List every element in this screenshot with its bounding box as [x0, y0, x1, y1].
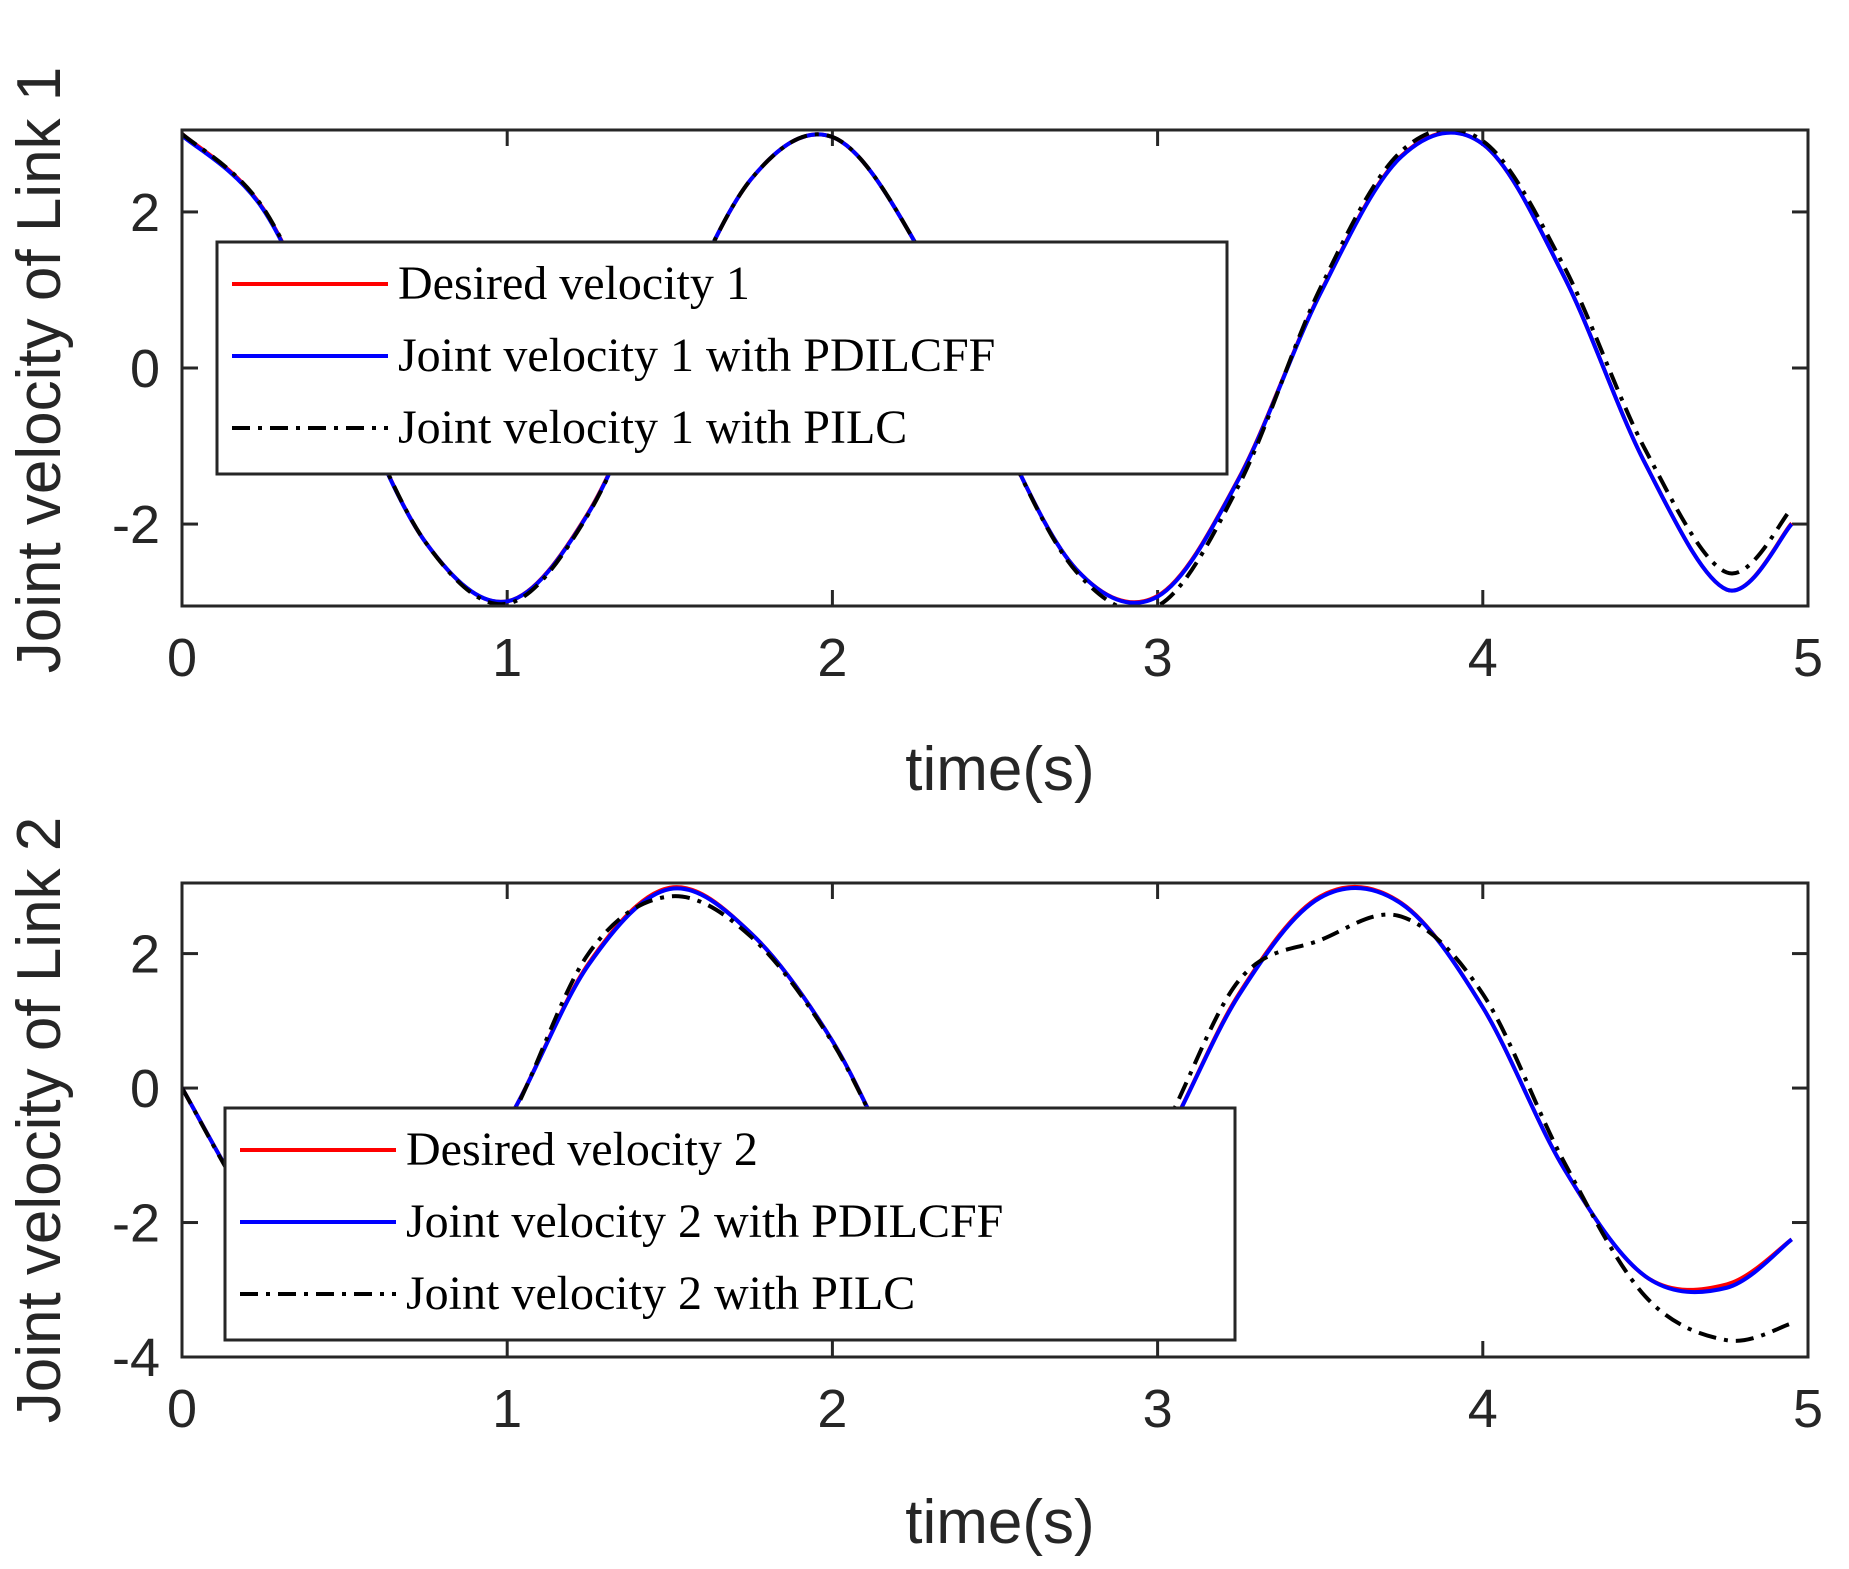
legend-label-pilc-2: Joint velocity 2 with PILC [406, 1267, 915, 1320]
x-tick-labels-2: 0 1 2 3 4 5 [167, 1379, 1823, 1439]
x-axis-label-2: time(s) [905, 1488, 1094, 1557]
y-axis-label-1: Joint velocity of Link 1 [5, 67, 74, 674]
y-tick-label: -4 [112, 1328, 160, 1388]
x-tick-label: 2 [817, 1379, 847, 1439]
x-tick-label: 4 [1468, 1379, 1498, 1439]
subplot-link-2: 0 1 2 3 4 5 -4 -2 0 2 time(s) Joint velocity of … [5, 817, 1823, 1557]
legend-label-pdilcff-1: Joint velocity 1 with PDILCFF [398, 329, 995, 382]
legend-label-desired-1: Desired velocity 1 [398, 257, 750, 310]
y-tick-label: 0 [130, 339, 160, 399]
legend-1: Desired velocity 1 Joint velocity 1 with… [215, 240, 1229, 476]
x-axis-label-1: time(s) [905, 735, 1094, 804]
legend-2: Desired velocity 2 Joint velocity 2 with… [223, 1106, 1237, 1342]
subplot-link-1: 0 1 2 3 4 5 -2 0 2 time(s) Joint velocity of Li… [5, 67, 1823, 804]
x-tick-label: 1 [492, 628, 522, 688]
x-tick-label: 5 [1793, 628, 1823, 688]
x-tick-label: 4 [1468, 628, 1498, 688]
legend-label-desired-2: Desired velocity 2 [406, 1123, 758, 1176]
axes-box-1 [180, 128, 1810, 608]
y-tick-labels-1: -2 0 2 [112, 183, 160, 555]
x-tick-label: 0 [167, 1379, 197, 1439]
y-axis-label-2: Joint velocity of Link 2 [5, 817, 74, 1424]
legend-label-pdilcff-2: Joint velocity 2 with PDILCFF [406, 1195, 1003, 1248]
x-tick-label: 2 [817, 628, 847, 688]
x-tick-label: 3 [1143, 1379, 1173, 1439]
pilc-velocity-1-line [182, 130, 1794, 606]
x-tick-label: 0 [167, 628, 197, 688]
y-tick-labels-2: -4 -2 0 2 [112, 925, 160, 1388]
x-tick-labels-1: 0 1 2 3 4 5 [167, 628, 1823, 688]
y-tick-label: 2 [130, 183, 160, 243]
axes-box-2 [180, 881, 1810, 1359]
y-tick-label: -2 [112, 1194, 160, 1254]
x-tick-label: 3 [1143, 628, 1173, 688]
y-tick-label: 2 [130, 925, 160, 985]
legend-label-pilc-1: Joint velocity 1 with PILC [398, 401, 907, 454]
x-tick-label: 5 [1793, 1379, 1823, 1439]
y-tick-label: 0 [130, 1059, 160, 1119]
y-tick-label: -2 [112, 495, 160, 555]
x-tick-label: 1 [492, 1379, 522, 1439]
